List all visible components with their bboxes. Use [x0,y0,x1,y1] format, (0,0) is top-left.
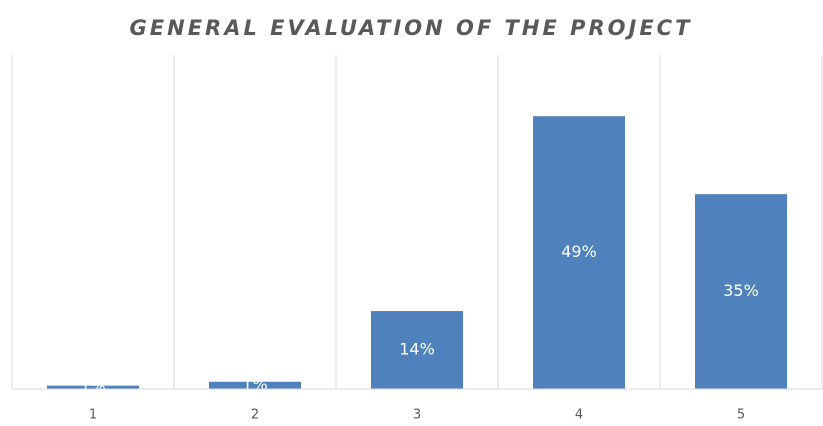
bar [209,381,301,389]
bar [695,194,787,389]
x-tick-label: 3 [413,408,421,423]
bar [371,311,463,389]
value-label: 1% [242,375,267,394]
chart-title: GENERAL EVALUATION OF THE PROJECT [130,16,693,40]
x-tick-label: 5 [737,408,745,423]
value-label: 14% [399,340,435,359]
value-label: 35% [723,281,759,300]
x-tick-label: 1 [89,408,97,423]
x-tick-label: 2 [251,408,259,423]
bar [47,385,139,389]
bar [533,116,625,389]
value-label: 49% [561,242,597,261]
value-label: 1% [80,377,105,396]
x-tick-label: 4 [575,408,583,423]
